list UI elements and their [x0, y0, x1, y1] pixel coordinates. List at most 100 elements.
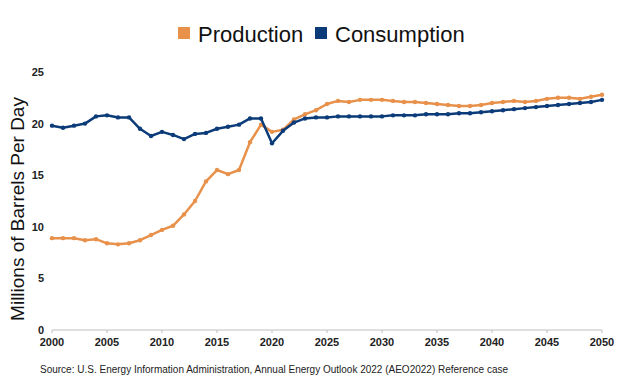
point [105, 241, 109, 245]
y-tick-label: 0 [38, 324, 44, 336]
point [534, 99, 538, 103]
legend: ProductionConsumption [178, 22, 465, 47]
x-tick [162, 330, 163, 333]
point [501, 108, 505, 112]
x-tick-label: 2050 [590, 336, 614, 348]
point [567, 102, 571, 106]
point [138, 127, 142, 131]
point [248, 116, 252, 120]
point [402, 113, 406, 117]
legend-label: Production [198, 22, 303, 47]
point [149, 233, 153, 237]
x-tick-label: 2005 [95, 336, 119, 348]
point [567, 96, 571, 100]
point [578, 97, 582, 101]
point [446, 112, 450, 116]
x-tick-label: 2020 [260, 336, 284, 348]
y-tick-label: 25 [32, 66, 44, 78]
legend-swatch [315, 27, 327, 39]
point [226, 172, 230, 176]
y-tick [48, 175, 52, 176]
point [83, 121, 87, 125]
x-tick-label: 2035 [425, 336, 449, 348]
point [193, 199, 197, 203]
point [149, 134, 153, 138]
point [303, 116, 307, 120]
point [270, 141, 274, 145]
point [72, 236, 76, 240]
point [391, 99, 395, 103]
point [556, 103, 560, 107]
x-tick-label: 2030 [370, 336, 394, 348]
y-tick-label: 15 [32, 169, 44, 181]
point [127, 241, 131, 245]
point [314, 108, 318, 112]
point [556, 96, 560, 100]
point [347, 100, 351, 104]
legend-swatch [178, 27, 190, 39]
point [380, 98, 384, 102]
point [391, 113, 395, 117]
point [413, 113, 417, 117]
y-tick [48, 226, 52, 227]
point [435, 102, 439, 106]
point [501, 100, 505, 104]
y-tick [48, 330, 52, 331]
point [259, 116, 263, 120]
point [457, 111, 461, 115]
x-tick [492, 330, 493, 333]
point [325, 115, 329, 119]
y-axis-label: Millions of Barrels Per Day [7, 97, 28, 321]
point [545, 104, 549, 108]
x-tick [382, 330, 383, 333]
x-tick-label: 2010 [150, 336, 174, 348]
point [72, 123, 76, 127]
point [50, 123, 54, 127]
x-tick-label: 2025 [315, 336, 339, 348]
point [281, 129, 285, 133]
point [160, 228, 164, 232]
point [336, 114, 340, 118]
point [479, 110, 483, 114]
point [215, 127, 219, 131]
point [292, 120, 296, 124]
point [303, 112, 307, 116]
series-line [52, 95, 602, 245]
point [468, 111, 472, 115]
plot-area [50, 93, 604, 247]
point [457, 104, 461, 108]
point [215, 168, 219, 172]
point [468, 104, 472, 108]
x-tick [602, 330, 603, 333]
point [424, 112, 428, 116]
point [237, 122, 241, 126]
point [435, 112, 439, 116]
point [171, 133, 175, 137]
point [171, 224, 175, 228]
point [358, 114, 362, 118]
y-tick-label: 10 [32, 221, 44, 233]
point [402, 100, 406, 104]
point [523, 100, 527, 104]
x-tick [217, 330, 218, 333]
point [369, 98, 373, 102]
point [116, 242, 120, 246]
point [138, 238, 142, 242]
x-tick [107, 330, 108, 333]
point [380, 114, 384, 118]
y-tick [48, 278, 52, 279]
point [589, 95, 593, 99]
point [182, 212, 186, 216]
point [204, 179, 208, 183]
series-line [52, 100, 602, 143]
point [193, 132, 197, 136]
point [578, 101, 582, 105]
point [534, 105, 538, 109]
point [61, 126, 65, 130]
point [105, 113, 109, 117]
x-tick [437, 330, 438, 333]
point [325, 102, 329, 106]
x-tick-label: 2000 [40, 336, 64, 348]
point [61, 236, 65, 240]
y-tick-label: 20 [32, 118, 44, 130]
